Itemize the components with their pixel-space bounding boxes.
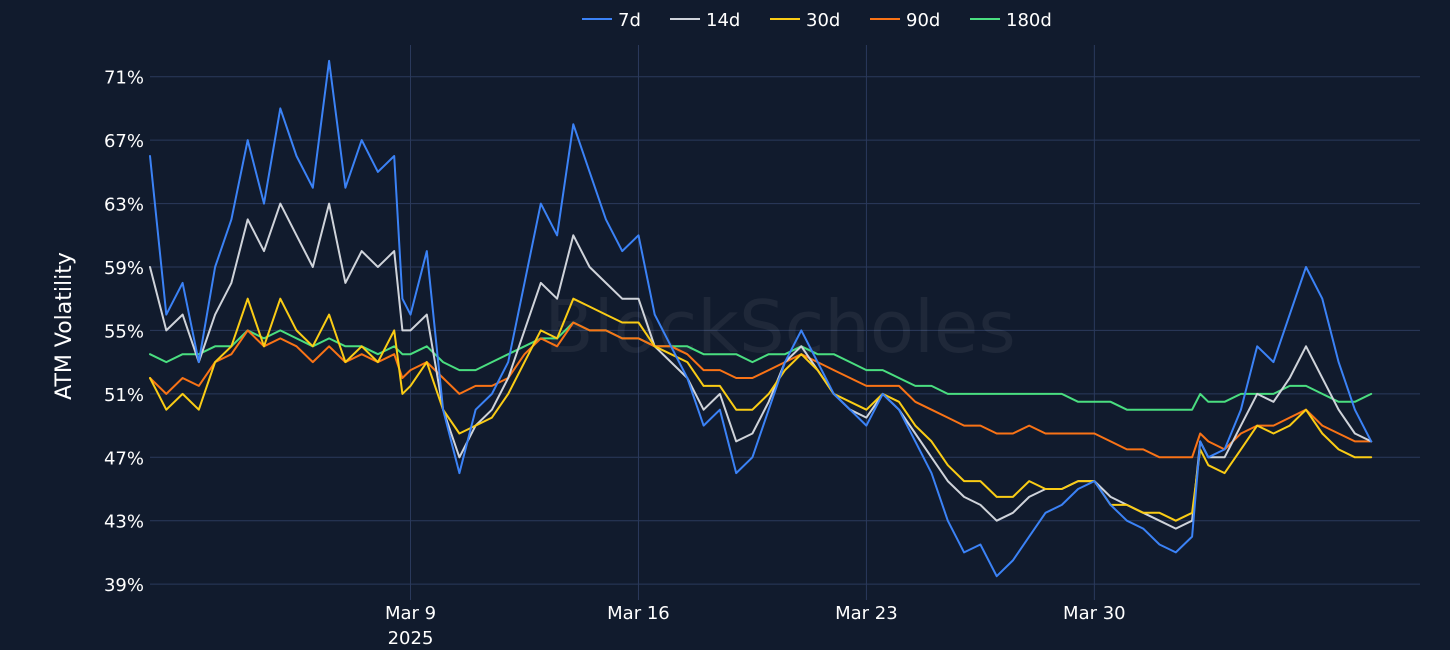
legend-item-30d[interactable]: 30d [770, 10, 840, 31]
y-axis-title: ATM Volatility [52, 252, 77, 400]
x-tick-label: Mar 30 [1063, 603, 1126, 624]
series-line-180d [149, 321, 1373, 411]
series-line-90d [149, 321, 1373, 459]
legend-item-14d[interactable]: 14d [670, 10, 740, 31]
y-tick-label: 55% [104, 321, 144, 342]
y-tick-label: 43% [104, 512, 144, 533]
y-tick-label: 51% [104, 385, 144, 406]
y-tick-label: 59% [104, 258, 144, 279]
legend-item-180d[interactable]: 180d [970, 10, 1052, 31]
legend-label: 30d [806, 10, 840, 31]
y-tick-label: 67% [104, 131, 144, 152]
series-line-14d [149, 202, 1373, 530]
series-line-30d [149, 297, 1373, 522]
legend-item-7d[interactable]: 7d [582, 10, 641, 31]
series-line-7d [149, 59, 1373, 578]
watermark: BlockScholes [544, 285, 1016, 369]
y-tick-label: 39% [104, 575, 144, 596]
x-tick-label: Mar 16 [607, 603, 670, 624]
legend-label: 180d [1006, 10, 1052, 31]
y-tick-label: 47% [104, 448, 144, 469]
series-lines [149, 59, 1373, 578]
legend-label: 7d [618, 10, 641, 31]
x-tick-label: Mar 23 [835, 603, 898, 624]
legend[interactable]: 7d 14d 30d 90d 180d [582, 10, 1052, 31]
y-tick-label: 63% [104, 195, 144, 216]
legend-label: 90d [906, 10, 940, 31]
y-axis-ticks: 39% 43% 47% 51% 55% 59% 63% 67% 71% [104, 68, 144, 596]
legend-item-90d[interactable]: 90d [870, 10, 940, 31]
x-tick-label: Mar 9 [385, 603, 436, 624]
y-tick-label: 71% [104, 68, 144, 89]
legend-label: 14d [706, 10, 740, 31]
x-axis-ticks: Mar 9 2025 Mar 16 Mar 23 Mar 30 [385, 603, 1126, 649]
x-tick-sublabel: 2025 [388, 628, 434, 649]
